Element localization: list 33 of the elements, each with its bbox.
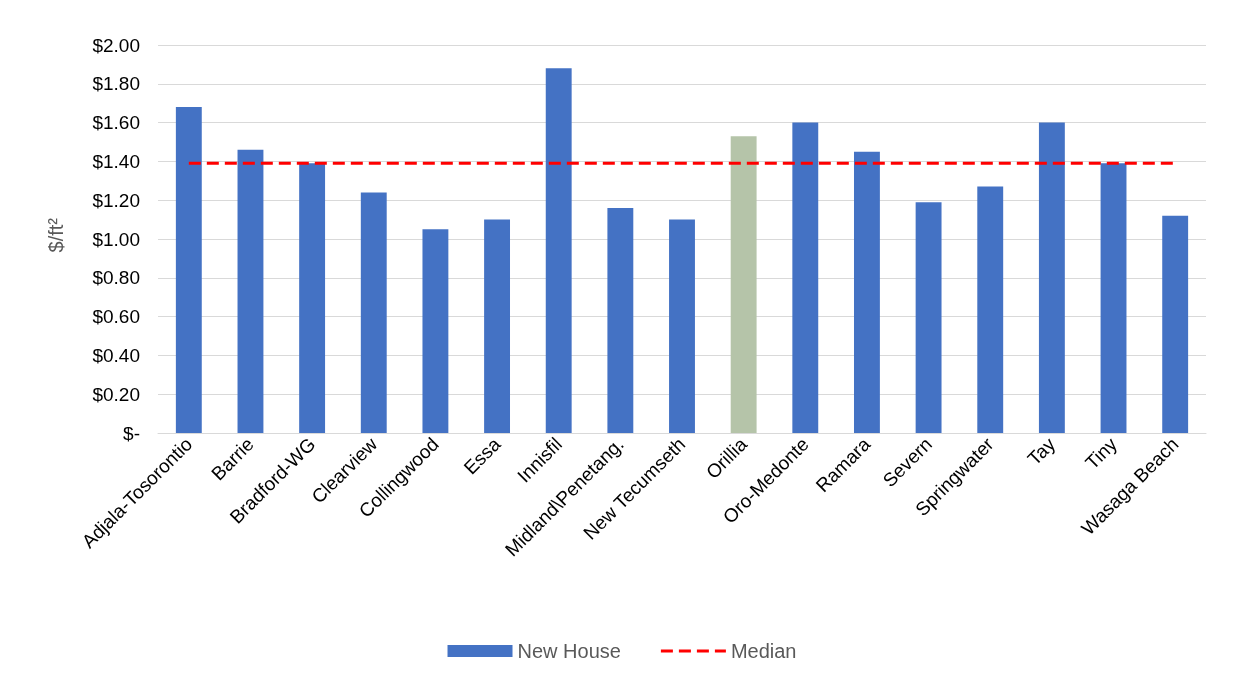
y-tick-label: $2.00 — [92, 34, 140, 56]
y-axis-title: $/ft² — [45, 217, 67, 253]
bar — [607, 207, 634, 433]
bar — [792, 122, 819, 433]
y-tick-label: $0.40 — [92, 344, 140, 366]
y-tick-label: $1.40 — [92, 150, 140, 172]
bar — [175, 107, 202, 433]
y-tick-label: $- — [123, 422, 140, 444]
y-tick-label: $0.80 — [92, 267, 140, 289]
y-tick-label: $1.00 — [92, 228, 140, 250]
bar — [1162, 215, 1189, 433]
bar — [730, 136, 757, 433]
bar — [1100, 163, 1127, 433]
bar — [237, 149, 264, 433]
legend-label: New House — [517, 640, 621, 662]
legend-label: Median — [730, 640, 797, 662]
x-tick-label: Tiny — [1081, 433, 1122, 474]
bar — [854, 151, 880, 433]
bar — [669, 219, 695, 433]
bar — [484, 219, 510, 433]
bar — [422, 229, 449, 433]
bar — [1038, 122, 1065, 433]
y-tick-label: $0.60 — [92, 306, 140, 328]
bar — [915, 202, 942, 433]
y-tick-label: $1.20 — [92, 189, 140, 211]
y-tick-label: $1.60 — [92, 112, 140, 134]
y-tick-label: $0.20 — [92, 383, 140, 405]
y-tick-label: $1.80 — [92, 73, 140, 95]
bar — [360, 192, 387, 433]
x-tick-label: Tay — [1023, 433, 1060, 470]
bar — [299, 163, 326, 433]
bar — [977, 186, 1004, 433]
bar — [545, 68, 572, 433]
